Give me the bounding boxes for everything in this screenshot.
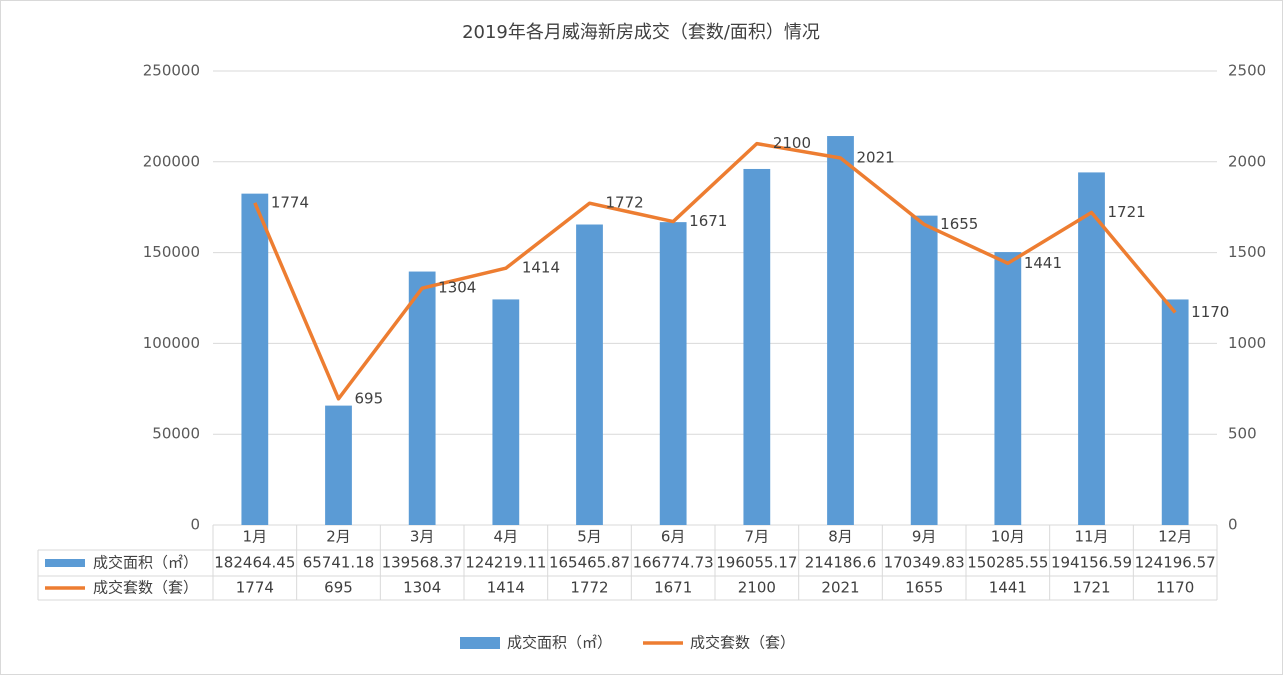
- x-tick-label: 1月: [243, 528, 268, 546]
- y2-tick-label: 500: [1228, 425, 1257, 443]
- x-tick-label: 12月: [1158, 528, 1192, 546]
- table-cell: 166774.73: [633, 554, 714, 572]
- bar: [492, 299, 520, 525]
- table-cell: 1655: [905, 579, 943, 597]
- table-cell: 65741.18: [303, 554, 375, 572]
- bar: [325, 405, 352, 525]
- table-cell: 182464.45: [214, 554, 295, 572]
- legend-key: [45, 559, 85, 567]
- table-cell: 214186.6: [805, 554, 877, 572]
- y2-tick-label: 2000: [1228, 152, 1266, 170]
- table-cell: 124196.57: [1135, 554, 1216, 572]
- bar: [1161, 299, 1189, 525]
- bar: [241, 193, 269, 525]
- y2-tick-label: 1000: [1228, 334, 1266, 352]
- bar: [827, 136, 854, 525]
- data-label: 1772: [606, 194, 644, 212]
- x-tick-label: 9月: [912, 528, 937, 546]
- bar: [408, 271, 436, 525]
- chart-title: 2019年各月威海新房成交（套数/面积）情况: [462, 22, 820, 43]
- table-cell: 1721: [1072, 579, 1110, 597]
- table-cell: 165465.87: [549, 554, 630, 572]
- y2-tick-label: 0: [1228, 516, 1238, 534]
- data-label: 1721: [1108, 203, 1146, 221]
- table-cell: 1774: [236, 579, 274, 597]
- table-cell: 194156.59: [1051, 554, 1132, 572]
- x-tick-label: 7月: [745, 528, 770, 546]
- bar: [576, 224, 603, 525]
- x-tick-label: 2月: [326, 528, 351, 546]
- bar: [994, 252, 1022, 526]
- x-tick-label: 3月: [410, 528, 435, 546]
- y-tick-label: 150000: [143, 243, 200, 261]
- data-label: 1441: [1024, 254, 1062, 272]
- data-label: 1414: [522, 259, 560, 277]
- table-cell: 196055.17: [716, 554, 797, 572]
- line: [253, 141, 1177, 401]
- table-cell: 1772: [570, 579, 608, 597]
- y-tick-label: 100000: [143, 334, 200, 352]
- bar: [910, 215, 938, 525]
- bar: [1078, 172, 1105, 526]
- legend-label: 成交套数（套）: [690, 634, 795, 652]
- table-cell: 1671: [654, 579, 692, 597]
- table-cell: 1414: [487, 579, 525, 597]
- table-cell: 124219.11: [465, 554, 546, 572]
- y-tick-label: 0: [190, 516, 200, 534]
- legend-key: [460, 637, 500, 649]
- data-label: 2021: [857, 148, 895, 166]
- y-tick-label: 50000: [152, 425, 200, 443]
- data-label: 1170: [1191, 303, 1229, 321]
- x-tick-label: 8月: [828, 528, 853, 546]
- data-label: 1671: [689, 212, 727, 230]
- legend-label: 成交面积（㎡）: [507, 634, 612, 652]
- table-cell: 1170: [1156, 579, 1194, 597]
- data-label: 695: [355, 389, 384, 407]
- table-cell: 1441: [989, 579, 1027, 597]
- bar: [743, 168, 771, 525]
- table-cell: 2021: [821, 579, 859, 597]
- bar: [659, 222, 687, 525]
- table-cell: 170349.83: [884, 554, 965, 572]
- y-tick-label: 250000: [143, 62, 200, 80]
- x-tick-label: 5月: [577, 528, 602, 546]
- x-tick-label: 4月: [494, 528, 519, 546]
- table-row-label: 成交套数（套）: [93, 579, 198, 597]
- y2-tick-label: 1500: [1228, 243, 1266, 261]
- data-label: 1304: [438, 279, 476, 297]
- y-tick-label: 200000: [143, 152, 200, 170]
- table-cell: 2100: [738, 579, 776, 597]
- x-tick-label: 6月: [661, 528, 686, 546]
- x-tick-label: 11月: [1074, 528, 1108, 546]
- table-cell: 695: [324, 579, 353, 597]
- data-label: 2100: [773, 134, 811, 152]
- data-label: 1774: [271, 193, 309, 211]
- x-tick-label: 10月: [991, 528, 1025, 546]
- table-cell: 150285.55: [967, 554, 1048, 572]
- table-cell: 1304: [403, 579, 441, 597]
- table-cell: 139568.37: [382, 554, 463, 572]
- data-label: 1655: [940, 215, 978, 233]
- y2-tick-label: 2500: [1228, 62, 1266, 80]
- table-row-label: 成交面积（㎡）: [93, 554, 198, 572]
